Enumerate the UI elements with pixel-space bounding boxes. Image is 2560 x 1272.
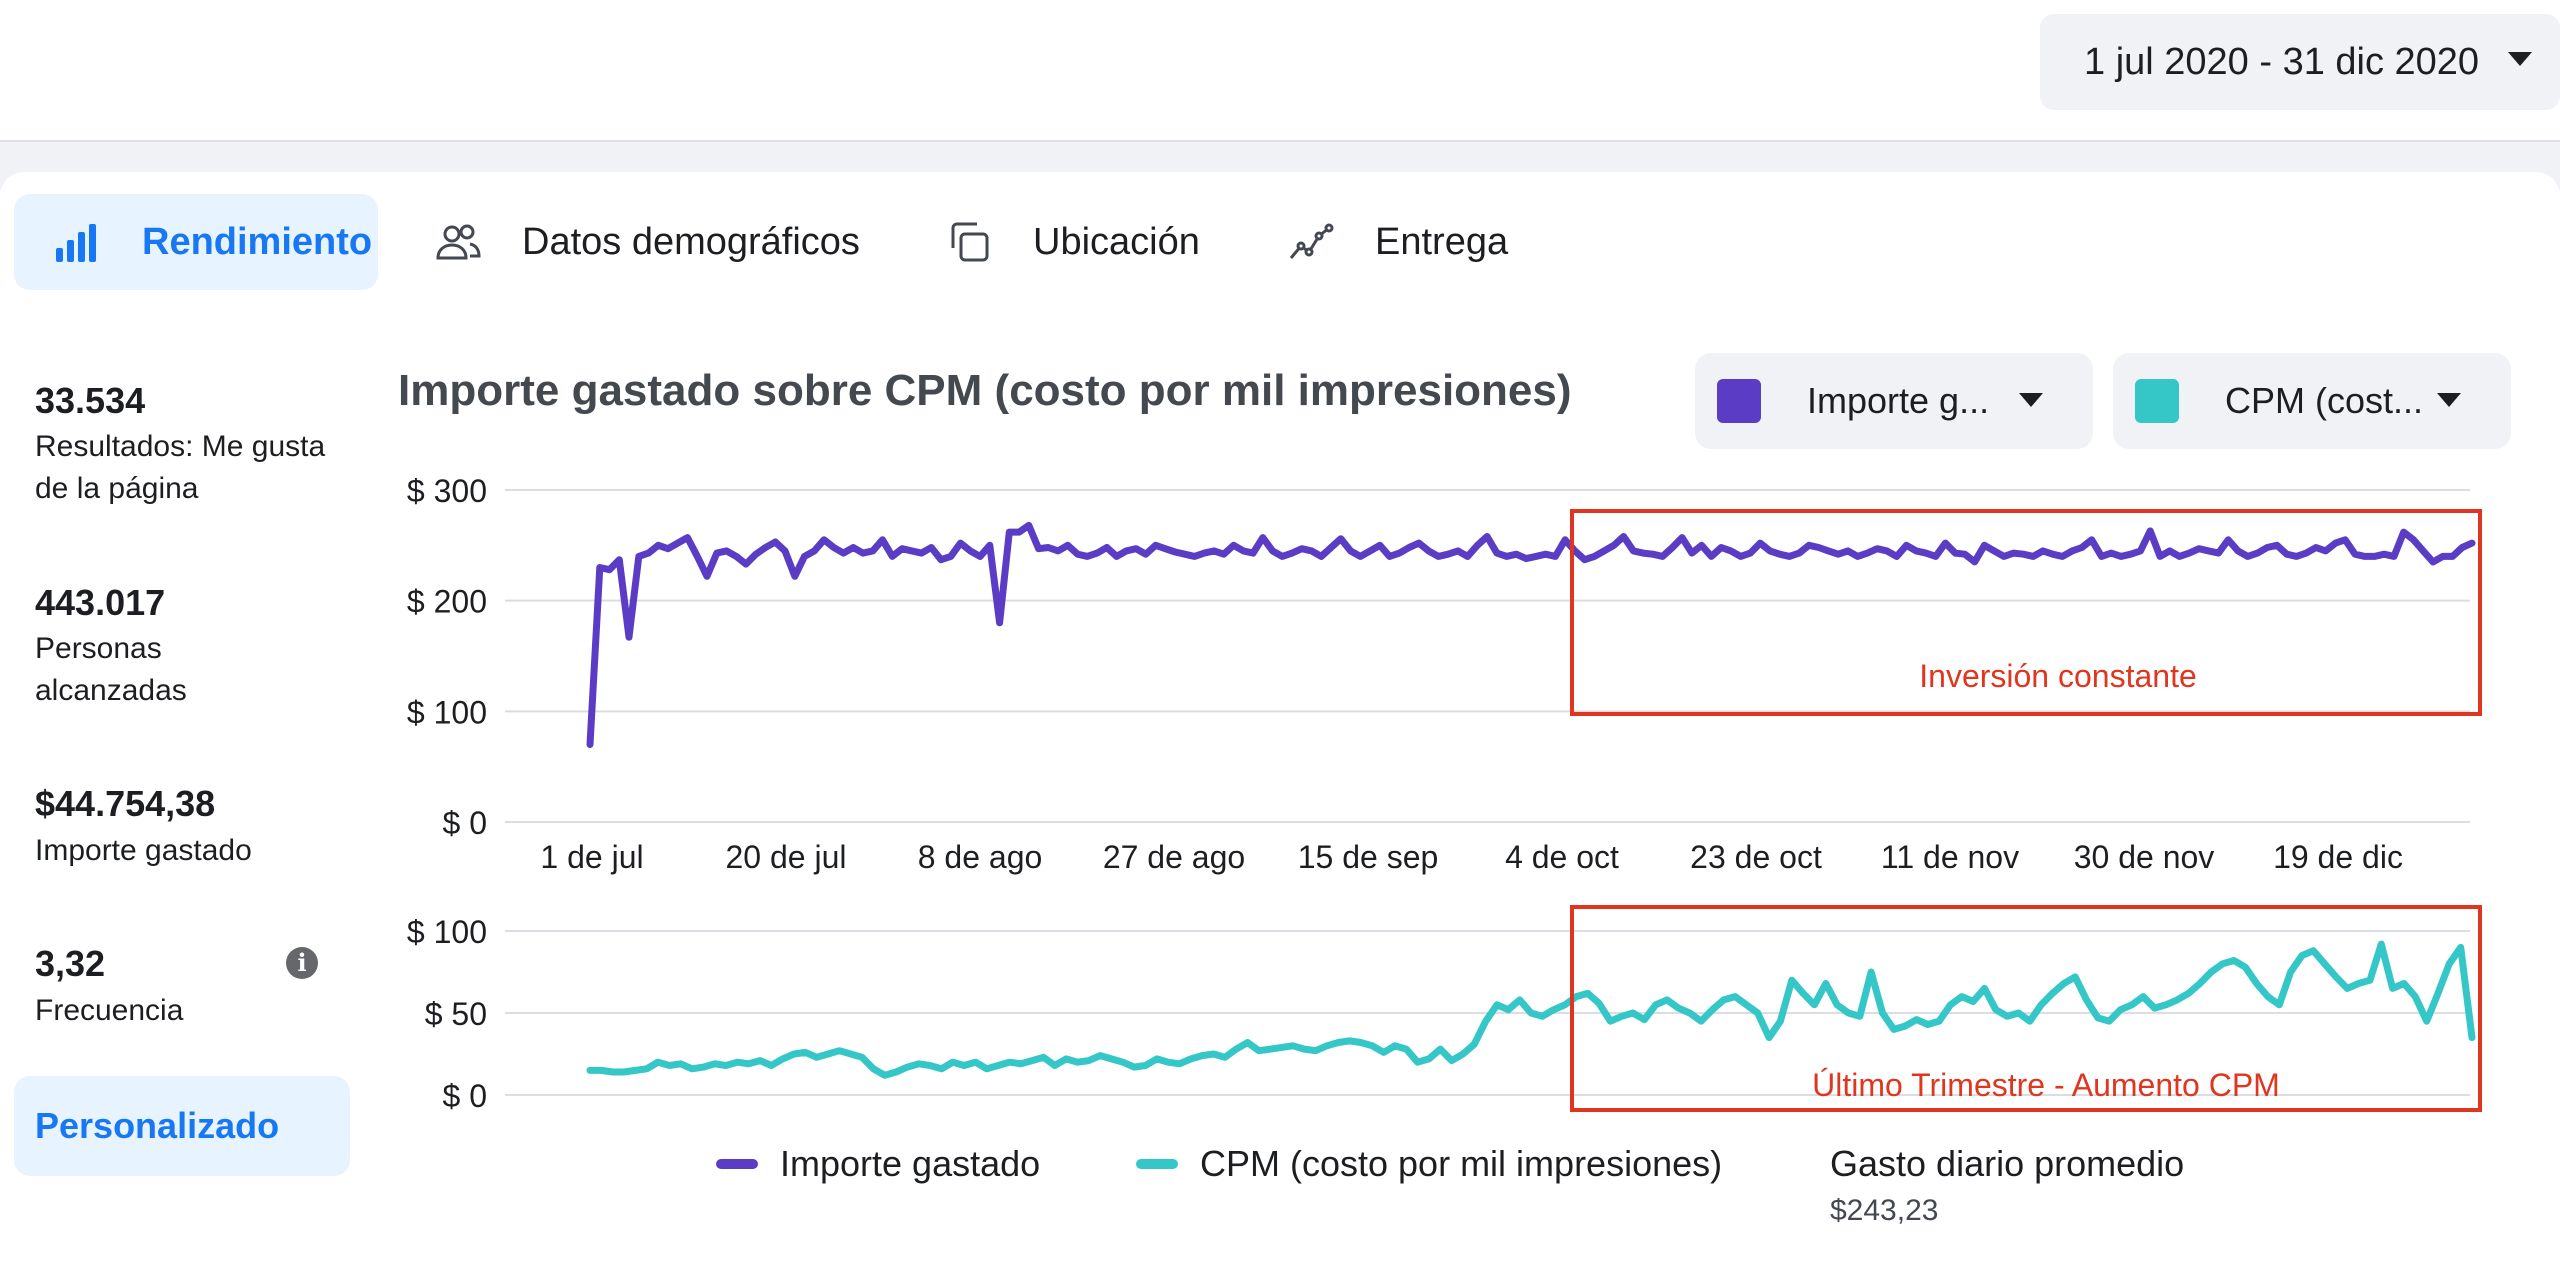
- caret-down-icon: [2508, 52, 2532, 66]
- x-tick-label: 15 de sep: [1298, 839, 1439, 875]
- series-line-cpm: [586, 940, 2476, 1079]
- caret-down-icon: [2437, 393, 2461, 407]
- x-tick-label: 19 de dic: [2273, 839, 2403, 875]
- tab-ubicacion[interactable]: Ubicación: [945, 194, 1200, 290]
- metric-results-value: 33.534: [35, 380, 146, 421]
- tab-datos-demograficos[interactable]: Datos demográficos: [434, 194, 860, 290]
- caret-down-icon: [2019, 393, 2043, 407]
- legend-label: CPM (costo por mil impresiones): [1200, 1143, 1723, 1184]
- info-icon[interactable]: i: [286, 947, 318, 979]
- people-icon: [434, 218, 482, 266]
- series-selector-label: Importe g...: [1807, 380, 1990, 421]
- average-daily-spend-value: $243,23: [1830, 1194, 1939, 1227]
- series-selector-spend[interactable]: Importe g...: [1695, 353, 2093, 449]
- metric-spend-value: $44.754,38: [35, 783, 216, 824]
- legend-line-cpm: [1136, 1159, 1178, 1169]
- metric-reach-label: Personas alcanzadas: [35, 632, 187, 707]
- tab-label: Datos demográficos: [522, 220, 860, 263]
- metric-frequency-value: 3,32: [35, 943, 106, 984]
- tab-label: Ubicación: [1033, 220, 1200, 263]
- placement-icon: [945, 218, 993, 266]
- tab-entrega[interactable]: Entrega: [1287, 194, 1508, 290]
- x-tick-label: 23 de oct: [1690, 839, 1822, 875]
- tab-label: Rendimiento: [142, 220, 373, 263]
- series-selector-label: CPM (cost...: [2225, 380, 2424, 421]
- tab-rendimiento[interactable]: Rendimiento: [14, 194, 378, 290]
- metric-spend-label: Importe gastado: [35, 834, 252, 867]
- custom-button[interactable]: Personalizado: [14, 1076, 350, 1176]
- chart-title: Importe gastado sobre CPM (costo por mil…: [398, 366, 1572, 415]
- date-range-label: 1 jul 2020 - 31 dic 2020: [2084, 40, 2480, 83]
- delivery-icon: [1287, 218, 1335, 266]
- y-tick-label: $ 0: [443, 805, 487, 841]
- y-tick-label: $ 300: [407, 473, 487, 509]
- series-selector-cpm[interactable]: CPM (cost...: [2113, 353, 2511, 449]
- annotation-box-constant-spend: [1570, 509, 2482, 716]
- y-tick-label: $ 100: [407, 914, 487, 950]
- legend-label: Importe gastado: [780, 1143, 1041, 1184]
- cpm-color-swatch: [2135, 379, 2179, 423]
- x-tick-label: 11 de nov: [1881, 839, 2019, 875]
- y-tick-label: $ 50: [425, 996, 487, 1032]
- x-tick-label: 8 de ago: [918, 839, 1043, 875]
- series-line-spend: [586, 521, 2476, 748]
- date-range-selector[interactable]: 1 jul 2020 - 31 dic 2020: [2040, 14, 2560, 110]
- spend-color-swatch: [1717, 379, 1761, 423]
- annotation-box-cpm-increase: [1570, 905, 2482, 1112]
- annotation-label-constant-spend: Inversión constante: [1919, 658, 2197, 694]
- average-daily-spend-label: Gasto diario promedio: [1830, 1143, 2185, 1184]
- top-bar: 1 jul 2020 - 31 dic 2020: [0, 0, 2560, 142]
- bar-chart-icon: [54, 218, 102, 266]
- x-tick-label: 30 de nov: [2074, 839, 2215, 875]
- x-tick-label: 1 de jul: [540, 839, 643, 875]
- legend-item-cpm[interactable]: CPM (costo por mil impresiones): [1136, 1143, 1722, 1185]
- y-tick-label: $ 200: [407, 584, 487, 620]
- metric-frequency-label: Frecuencia: [35, 994, 184, 1027]
- y-tick-label: $ 0: [443, 1078, 487, 1114]
- x-tick-label: 27 de ago: [1103, 839, 1245, 875]
- x-tick-label: 20 de jul: [726, 839, 847, 875]
- tab-label: Entrega: [1375, 220, 1509, 263]
- metric-results-label: Resultados: Me gusta de la página: [35, 430, 326, 505]
- x-tick-label: 4 de oct: [1505, 839, 1619, 875]
- metric-reach-value: 443.017: [35, 582, 166, 623]
- legend-item-spend[interactable]: Importe gastado: [716, 1143, 1040, 1185]
- legend-line-spend: [716, 1159, 758, 1169]
- y-tick-label: $ 100: [407, 694, 487, 730]
- annotation-label-cpm-increase: Último Trimestre - Aumento CPM: [1812, 1067, 2280, 1103]
